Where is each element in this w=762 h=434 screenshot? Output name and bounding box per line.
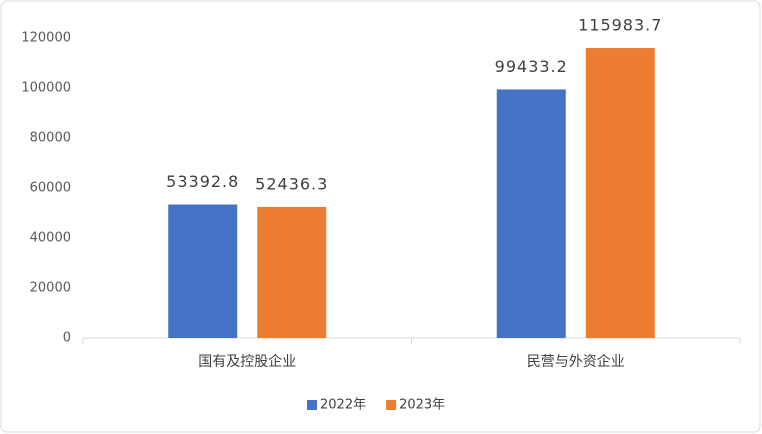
y-tick-label: 120000 — [21, 31, 71, 46]
data-label: 53392.8 — [166, 172, 239, 191]
y-tick-label: 100000 — [21, 81, 71, 96]
bar — [585, 48, 655, 339]
x-tick-label: 国有及控股企业 — [198, 353, 296, 370]
y-tick-label: 60000 — [30, 181, 71, 196]
data-label: 52436.3 — [255, 174, 328, 193]
bar — [168, 204, 238, 338]
bar — [257, 206, 327, 338]
y-tick-label: 80000 — [30, 131, 71, 146]
y-tick-label: 20000 — [30, 281, 71, 296]
data-label: 115983.7 — [578, 16, 662, 35]
legend-swatch — [386, 400, 397, 410]
y-tick-label: 40000 — [30, 231, 71, 246]
legend-label: 2023年 — [399, 398, 445, 413]
y-tick-label: 0 — [63, 331, 71, 346]
legend-swatch — [307, 400, 317, 410]
legend-label: 2022年 — [320, 398, 366, 413]
data-label: 99433.2 — [495, 57, 568, 76]
bar — [496, 89, 566, 339]
x-tick-label: 民营与外资企业 — [527, 353, 625, 370]
